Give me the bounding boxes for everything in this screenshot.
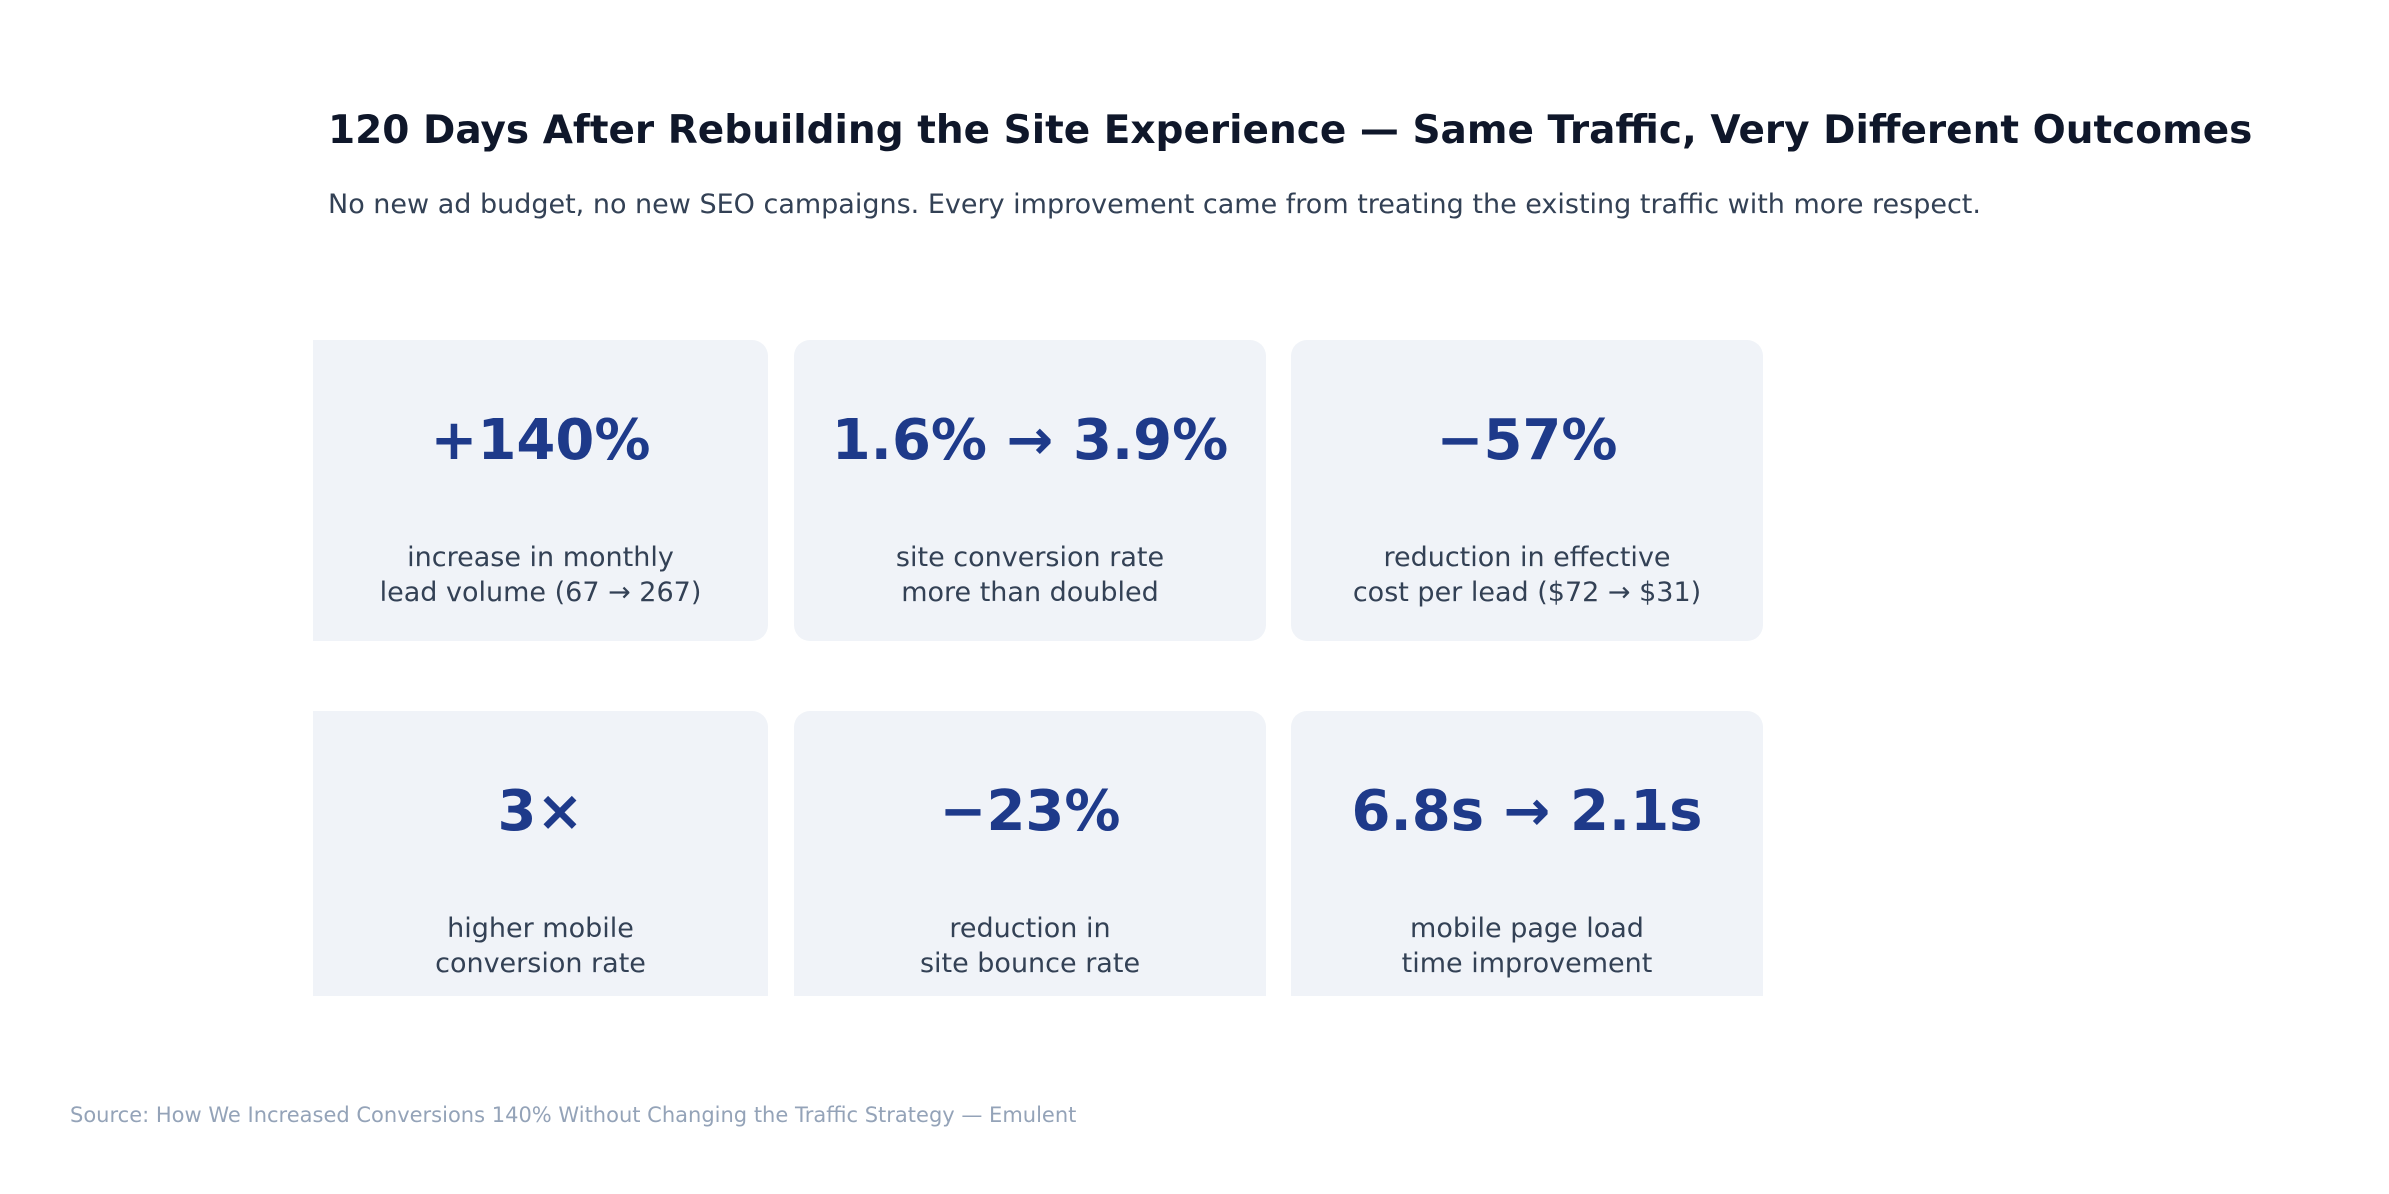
metric-description-line: reduction in effective (1383, 542, 1671, 573)
metric-card: −57% reduction in effective cost per lead … (1291, 340, 1763, 641)
metric-description-line: conversion rate (435, 948, 646, 979)
metric-description-line: site bounce rate (919, 948, 1141, 979)
metric-card: +140% increase in monthly lead volume (67 … (313, 340, 768, 641)
metric-card: 1.6% → 3.9% site conversion rate more than… (794, 340, 1266, 641)
metric-description: reduction in site bounce rate (794, 911, 1266, 981)
page-title: 120 Days After Rebuilding the Site Exper… (328, 108, 2253, 153)
metric-description-line: cost per lead ($72 → $31) (1352, 577, 1702, 608)
metric-description-line: mobile page load (1410, 913, 1644, 944)
metric-value: +140% (430, 408, 651, 473)
metric-description-line: higher mobile (447, 913, 634, 944)
metric-description: mobile page load time improvement (1291, 911, 1763, 981)
metric-description: higher mobile conversion rate (313, 911, 768, 981)
metric-description-line: more than doubled (901, 577, 1159, 608)
metric-description-line: lead volume (67 → 267) (379, 577, 702, 608)
metric-description-line: site conversion rate (895, 542, 1165, 573)
metric-value: −57% (1436, 408, 1618, 473)
metric-card: 6.8s → 2.1s mobile page load time improvem… (1291, 711, 1763, 996)
metric-description-line: time improvement (1401, 948, 1653, 979)
metric-description: reduction in effective cost per lead ($72… (1291, 540, 1763, 610)
metric-description-line: reduction in (949, 913, 1111, 944)
metric-card: 3× higher mobile conversion rate (313, 711, 768, 996)
metric-description: increase in monthly lead volume (67 → 267… (313, 540, 768, 610)
metric-description: site conversion rate more than doubled (794, 540, 1266, 610)
source-note: Source: How We Increased Conversions 140… (70, 1103, 1077, 1127)
metric-description-line: increase in monthly (407, 542, 674, 573)
metric-card: −23% reduction in site bounce rate (794, 711, 1266, 996)
metric-value: 3× (497, 779, 584, 844)
metric-value: 1.6% → 3.9% (831, 408, 1229, 473)
metric-value: −23% (939, 779, 1121, 844)
metric-value: 6.8s → 2.1s (1351, 779, 1703, 844)
page-subtitle: No new ad budget, no new SEO campaigns. … (328, 189, 1981, 220)
